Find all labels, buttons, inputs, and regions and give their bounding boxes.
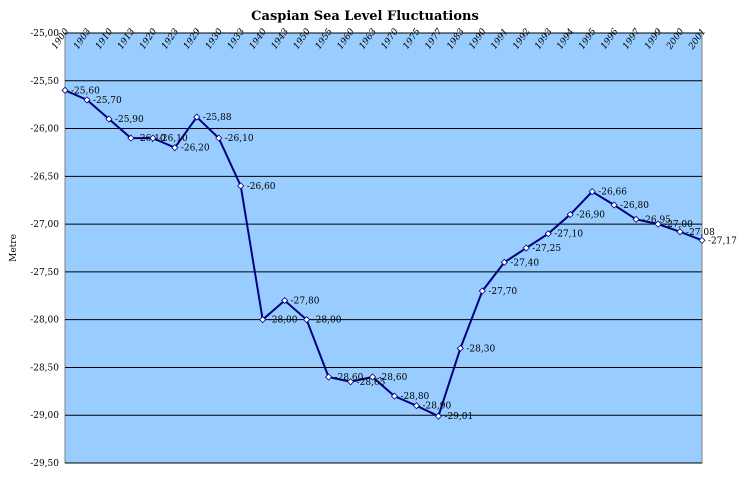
data-label: -27,80 [291, 297, 320, 307]
data-label: -26,20 [181, 144, 210, 154]
point-marker [676, 228, 684, 236]
series-line [64, 89, 703, 418]
data-label: -27,40 [510, 258, 539, 268]
point-marker [434, 412, 442, 420]
plot-area [64, 32, 703, 464]
point-marker [303, 316, 311, 324]
data-label: -27,08 [686, 228, 715, 238]
data-label: -26,95 [642, 215, 671, 225]
point-marker [215, 134, 223, 142]
y-tick-label: -29,00 [30, 411, 59, 421]
data-label: -26,10 [225, 134, 254, 144]
data-label: -26,80 [620, 201, 649, 211]
y-tick-label: -25,00 [30, 29, 59, 39]
data-label: -29,01 [444, 412, 473, 422]
point-marker [61, 86, 69, 94]
point-marker [346, 378, 355, 386]
point-marker [412, 402, 421, 410]
point-marker [588, 188, 596, 196]
data-label: -26,66 [598, 188, 627, 198]
point-marker [390, 392, 399, 400]
point-marker [368, 373, 377, 381]
data-label: -25,90 [115, 115, 144, 125]
point-marker [193, 113, 201, 121]
point-marker [632, 215, 640, 223]
data-label: -27,25 [532, 244, 561, 254]
y-tick-label: -27,50 [30, 268, 59, 278]
data-label: -27,10 [554, 230, 583, 240]
point-marker [522, 244, 530, 252]
data-label: -28,90 [422, 402, 451, 412]
y-axis-label: Metre [9, 234, 19, 262]
y-tick-label: -29,50 [30, 459, 59, 469]
y-tick-label: -26,50 [30, 172, 59, 182]
point-marker [325, 373, 333, 381]
point-marker [83, 96, 91, 104]
y-tick-label: -26,00 [30, 125, 59, 135]
data-label: -27,00 [664, 220, 693, 230]
point-marker [544, 230, 552, 238]
point-marker [456, 344, 464, 352]
data-label: -28,00 [313, 316, 342, 326]
data-label: -28,65 [357, 378, 386, 388]
data-label: -25,88 [203, 113, 232, 123]
data-label: -27,70 [488, 287, 517, 297]
point-marker [259, 316, 267, 324]
point-marker [478, 287, 486, 295]
y-tick-label: -27,00 [30, 220, 59, 230]
point-marker [171, 144, 179, 152]
point-marker [281, 296, 289, 305]
data-label: -28,60 [335, 373, 364, 383]
point-marker [237, 182, 245, 190]
data-label: -25,70 [93, 96, 122, 106]
point-marker [566, 210, 574, 219]
data-label: -26,90 [576, 211, 605, 221]
point-marker [610, 201, 618, 209]
data-label: -26,60 [247, 182, 276, 192]
point-marker [654, 220, 662, 228]
point-marker [500, 258, 508, 266]
data-label: -25,60 [71, 86, 100, 96]
chart-title: Caspian Sea Level Fluctuations [251, 9, 479, 24]
data-label: -26,10 [159, 134, 188, 144]
y-tick-label: -28,00 [30, 316, 59, 326]
data-label: -28,00 [269, 316, 298, 326]
data-label: -28,80 [400, 392, 429, 402]
y-tick-label: -28,50 [30, 363, 59, 373]
point-marker [105, 115, 113, 123]
point-marker [698, 236, 706, 244]
data-label: -28,30 [466, 344, 495, 354]
data-label: -27,17 [708, 236, 737, 246]
data-label: -28,60 [379, 373, 408, 383]
point-marker [127, 134, 135, 142]
point-marker [149, 134, 157, 142]
y-tick-label: -25,50 [30, 77, 59, 87]
